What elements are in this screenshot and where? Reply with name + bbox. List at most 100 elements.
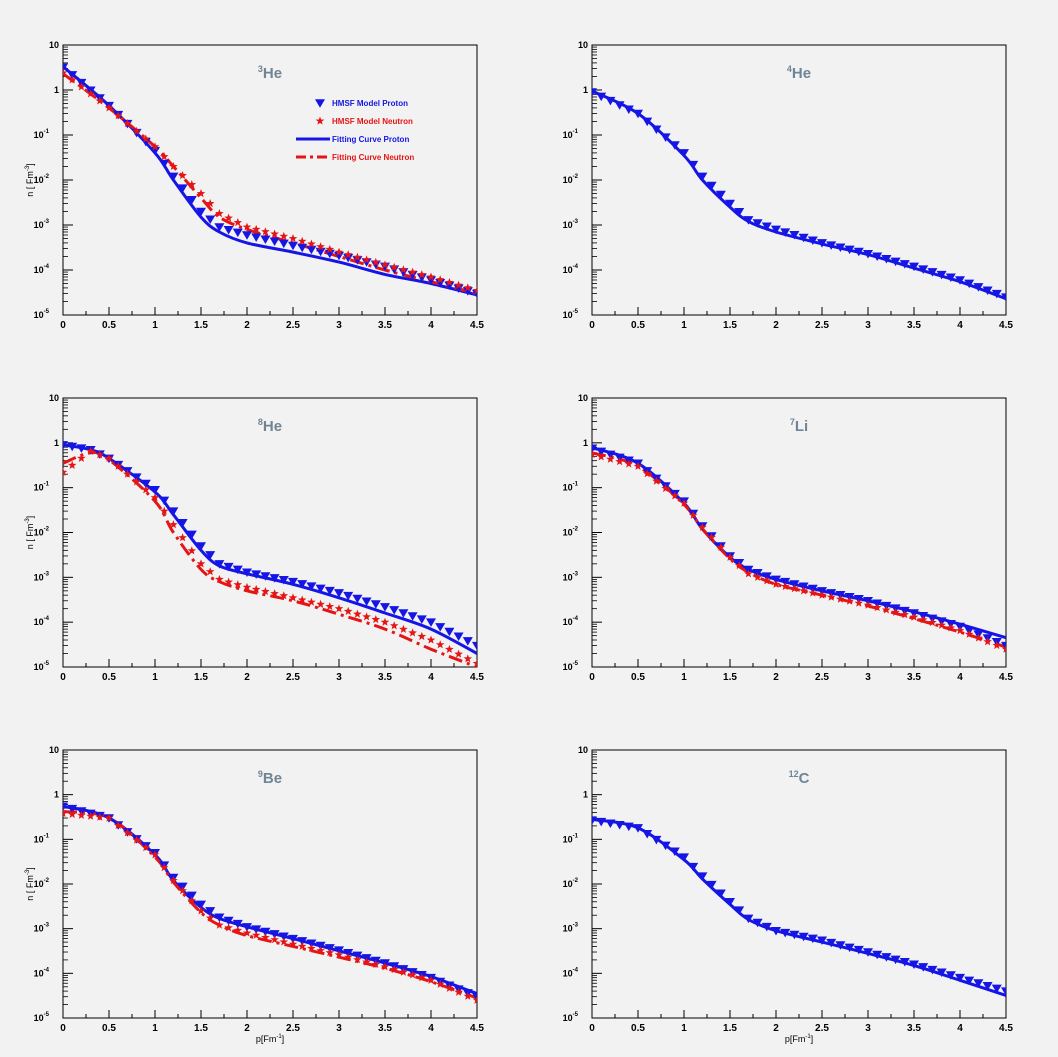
neutron-marker	[251, 584, 261, 593]
proton-marker	[232, 228, 243, 238]
y-tick-label: 1	[583, 438, 588, 448]
legend: HMSF Model Proton HMSF Model Neutron Fitti…	[296, 99, 414, 162]
proton-marker	[660, 841, 671, 851]
neutron-marker	[716, 542, 726, 551]
proton-marker	[844, 245, 855, 255]
neutron-marker	[297, 236, 307, 245]
neutron-marker	[472, 995, 477, 1004]
neutron-marker	[288, 939, 298, 948]
proton-marker	[642, 117, 653, 127]
proton-marker	[798, 932, 809, 942]
x-tick-label: 2	[773, 1023, 779, 1034]
neutron-marker	[224, 213, 233, 222]
proton-marker	[752, 219, 763, 228]
neutron-marker	[380, 260, 390, 269]
proton-marker	[964, 976, 975, 986]
proton-marker	[633, 109, 643, 119]
neutron-marker	[624, 459, 634, 468]
proton-marker	[196, 207, 206, 217]
y-tick-label: 10-3	[34, 219, 50, 230]
proton-marker	[771, 926, 781, 936]
neutron-marker	[288, 593, 298, 602]
y-tick-label: 10-4	[34, 264, 50, 275]
proton-marker	[964, 279, 975, 289]
proton-marker	[315, 247, 326, 257]
x-tick-label: 3.5	[378, 672, 392, 683]
proton-marker	[168, 507, 179, 516]
proton-marker	[715, 190, 726, 200]
proton-marker	[278, 239, 289, 249]
neutron-marker	[233, 218, 243, 227]
proton-marker	[168, 172, 179, 182]
neutron-marker	[159, 152, 169, 161]
neutron-marker	[343, 952, 353, 961]
proton-marker	[697, 172, 708, 182]
legend-label: Fitting Curve Proton	[332, 135, 409, 144]
proton-marker	[863, 249, 873, 259]
proton-marker	[844, 943, 855, 953]
neutron-marker	[261, 587, 270, 596]
neutron-marker	[233, 580, 243, 589]
neutron-marker	[417, 973, 427, 982]
y-tick-label: 10	[578, 40, 588, 50]
neutron-marker	[679, 498, 689, 507]
y-tick-label: 10-2	[563, 878, 579, 889]
proton-marker	[881, 953, 892, 962]
proton-marker	[909, 960, 919, 969]
chart-panel-4: 0 0.5 1 1.5 2 2.5 3 3.5 4 4.5 10-5 10-4 10-3 10-2 10-1…	[563, 393, 1014, 683]
proton-marker	[633, 824, 643, 833]
x-tick-label: 3	[336, 1023, 342, 1034]
proton-marker	[872, 950, 883, 960]
proton-marker	[150, 485, 160, 495]
proton-marker	[462, 287, 473, 296]
neutron-marker	[891, 607, 900, 616]
proton-marker	[444, 627, 455, 637]
y-tick-label: 10-1	[563, 833, 579, 844]
neutron-marker	[937, 620, 946, 629]
series-layer	[592, 444, 1006, 653]
proton-marker	[196, 900, 206, 910]
proton-marker	[817, 936, 827, 946]
neutron-marker	[233, 925, 243, 934]
proton-marker	[918, 265, 929, 274]
proton-marker	[660, 133, 671, 142]
neutron-marker	[242, 928, 252, 937]
proton-marker	[63, 441, 68, 450]
proton-marker	[592, 816, 597, 825]
neutron-marker	[426, 975, 436, 984]
x-tick-label: 3.5	[907, 320, 921, 331]
neutron-marker	[104, 453, 114, 462]
proton-marker	[177, 184, 188, 193]
proton-marker	[453, 284, 464, 293]
neutron-marker	[169, 876, 178, 885]
proton-marker	[853, 247, 864, 257]
series-layer	[592, 88, 1006, 302]
proton-marker	[826, 241, 837, 250]
proton-marker	[596, 92, 607, 102]
neutron-marker	[362, 255, 371, 264]
neutron-marker	[187, 896, 197, 905]
neutron-marker	[187, 546, 197, 555]
proton-marker	[623, 822, 634, 832]
x-tick-label: 4.5	[470, 672, 484, 683]
proton-marker	[890, 257, 901, 267]
y-tick-label: 10-2	[34, 878, 50, 889]
x-tick-label: 1	[152, 320, 158, 331]
proton-marker	[1001, 293, 1006, 302]
proton-marker	[807, 236, 818, 245]
neutron-marker	[307, 597, 316, 606]
plot-frame	[62, 397, 478, 668]
neutron-marker	[362, 612, 371, 621]
proton-marker	[63, 802, 68, 812]
proton-marker	[288, 241, 298, 251]
proton-marker	[991, 984, 1002, 994]
x-tick-label: 4.5	[470, 1023, 484, 1034]
proton-marker	[945, 971, 956, 980]
neutron-marker	[86, 446, 95, 455]
panel-title: 4He	[787, 64, 811, 82]
x-tick-label: 2.5	[815, 1023, 829, 1034]
proton-marker	[592, 88, 597, 97]
y-tick-label: 10-3	[563, 923, 579, 934]
y-tick-label: 10	[49, 745, 59, 755]
x-tick-label: 4.5	[999, 672, 1013, 683]
